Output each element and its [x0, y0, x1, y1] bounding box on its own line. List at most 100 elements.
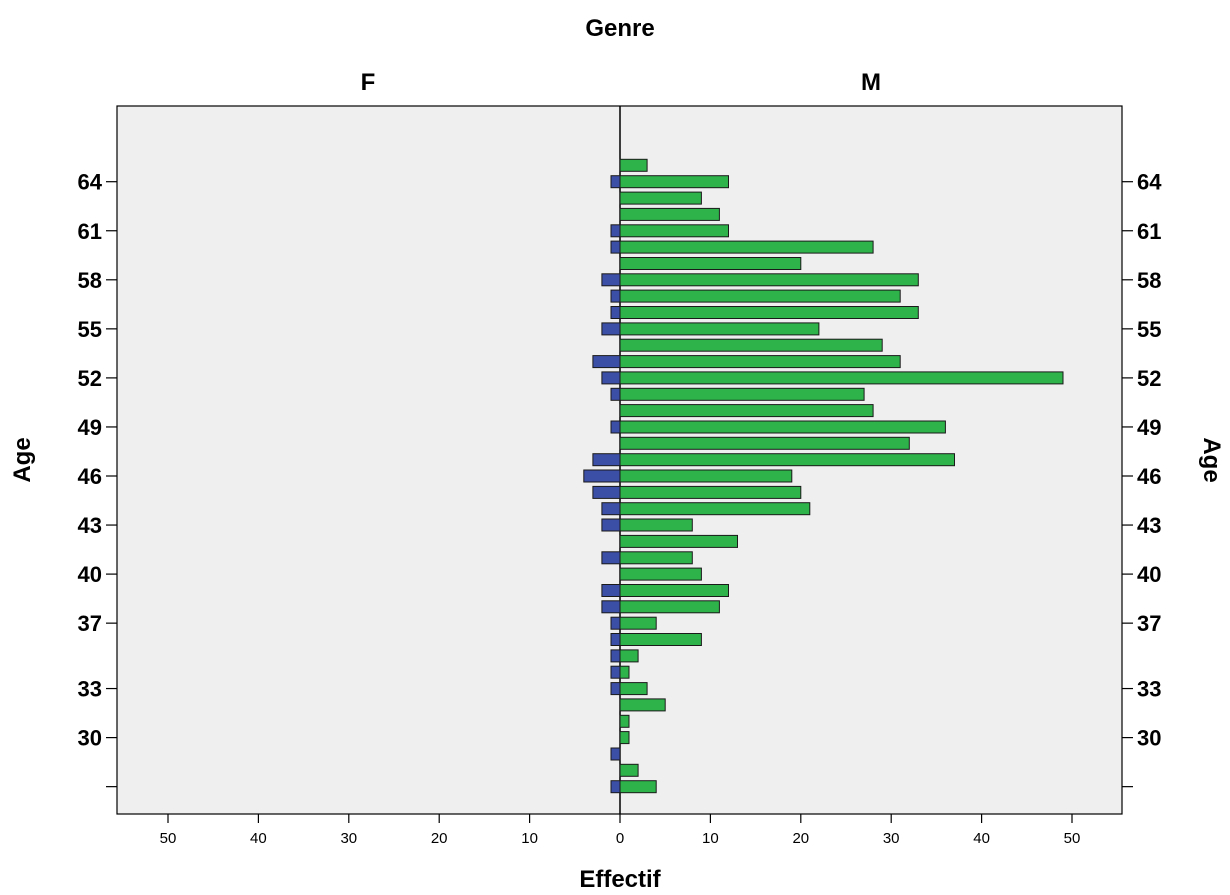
bar-male-age-64 — [619, 175, 729, 189]
bar-female-age-57 — [610, 289, 621, 303]
bar-male-age-45 — [619, 485, 802, 499]
bar-male-age-55 — [619, 322, 820, 336]
bar-male-age-43 — [619, 518, 693, 532]
bars-female — [583, 175, 621, 794]
bar-male-age-46 — [619, 469, 793, 483]
y-tick-label-left: 58 — [78, 268, 102, 293]
bar-male-age-52 — [619, 371, 1064, 385]
bar-male-age-60 — [619, 240, 874, 254]
y-axis-label-right: Age — [1198, 437, 1225, 482]
y-tick-label-left: 40 — [78, 562, 102, 587]
bar-female-age-43 — [601, 518, 621, 532]
bar-male-age-41 — [619, 551, 693, 565]
y-tick-label-left: 43 — [78, 513, 102, 538]
x-tick-label: 10 — [702, 830, 719, 847]
x-tick-label: 10 — [521, 830, 538, 847]
y-tick-label-right: 52 — [1137, 366, 1161, 391]
x-tick-label: 40 — [973, 830, 990, 847]
y-tick-label-right: 46 — [1137, 464, 1161, 489]
x-tick-label: 30 — [340, 830, 357, 847]
bar-male-age-51 — [619, 387, 865, 401]
y-tick-label-left: 49 — [78, 415, 102, 440]
bar-female-age-51 — [610, 387, 621, 401]
bar-female-age-41 — [601, 551, 621, 565]
bar-female-age-34 — [610, 665, 621, 679]
bar-female-age-36 — [610, 633, 621, 646]
bar-male-age-62 — [619, 207, 720, 221]
bar-female-age-49 — [610, 420, 621, 434]
bar-male-age-33 — [619, 682, 648, 696]
panel-label-female: F — [361, 69, 376, 96]
bar-male-age-65 — [619, 158, 648, 172]
y-axis-label-left: Age — [9, 437, 36, 482]
bar-male-age-63 — [619, 191, 702, 205]
bar-female-age-29 — [610, 747, 621, 761]
bar-male-age-36 — [619, 633, 702, 646]
bar-female-age-37 — [610, 616, 621, 630]
x-axis-label: Effectif — [579, 866, 661, 893]
bar-female-age-27 — [610, 780, 621, 794]
y-tick-label-right: 30 — [1137, 726, 1161, 751]
bar-female-age-35 — [610, 649, 621, 663]
x-tick-label: 40 — [250, 830, 267, 847]
x-tick-label: 20 — [431, 830, 448, 847]
y-tick-label-right: 61 — [1137, 219, 1161, 244]
y-tick-label-right: 40 — [1137, 562, 1161, 587]
y-tick-label-right: 33 — [1137, 677, 1161, 702]
bar-female-age-61 — [610, 224, 621, 238]
panel-label-male: M — [861, 69, 881, 96]
y-tick-label-left: 33 — [78, 677, 102, 702]
y-tick-label-left: 52 — [78, 366, 102, 391]
x-tick-label: 50 — [160, 830, 177, 847]
bar-female-age-64 — [610, 175, 621, 189]
bar-female-age-44 — [601, 502, 621, 516]
bar-male-age-28 — [619, 763, 639, 777]
bar-female-age-45 — [592, 485, 621, 499]
bar-female-age-47 — [592, 453, 621, 467]
bar-male-age-35 — [619, 649, 639, 663]
x-axis-ticks: 0 10 10 20 20 30 30 40 40 50 50 — [160, 814, 1080, 847]
bar-male-age-40 — [619, 567, 702, 581]
y-tick-label-right: 49 — [1137, 415, 1161, 440]
bar-male-age-59 — [619, 257, 802, 270]
bar-female-age-55 — [601, 322, 621, 336]
x-tick-label: 30 — [883, 830, 900, 847]
bar-male-age-42 — [619, 534, 738, 548]
bar-male-age-31 — [619, 714, 630, 728]
bar-female-age-58 — [601, 273, 621, 287]
y-tick-label-left: 61 — [78, 219, 102, 244]
y-tick-label-left: 46 — [78, 464, 102, 489]
y-tick-label-right: 64 — [1137, 170, 1162, 195]
bar-male-age-50 — [619, 404, 874, 418]
y-tick-label-right: 43 — [1137, 513, 1161, 538]
bar-male-age-37 — [619, 616, 657, 630]
chart-title: Genre — [585, 15, 654, 42]
x-tick-label: 0 — [616, 830, 624, 847]
bar-male-age-58 — [619, 273, 919, 287]
bar-female-age-39 — [601, 584, 621, 597]
bar-male-age-56 — [619, 306, 919, 319]
y-tick-label-right: 55 — [1137, 317, 1161, 342]
y-tick-label-left: 64 — [78, 170, 103, 195]
bar-male-age-44 — [619, 502, 811, 516]
bar-male-age-47 — [619, 453, 955, 467]
y-tick-label-left: 37 — [78, 611, 102, 636]
bar-female-age-46 — [583, 469, 621, 483]
y-tick-label-right: 37 — [1137, 611, 1161, 636]
bar-male-age-54 — [619, 338, 883, 352]
bar-male-age-61 — [619, 224, 729, 238]
bar-male-age-39 — [619, 584, 729, 597]
bar-male-age-49 — [619, 420, 946, 434]
bar-male-age-30 — [619, 731, 630, 745]
bar-male-age-57 — [619, 289, 901, 303]
bar-male-age-48 — [619, 436, 910, 450]
bar-female-age-33 — [610, 682, 621, 696]
y-tick-label-left: 30 — [78, 726, 102, 751]
bar-male-age-27 — [619, 780, 657, 794]
bar-male-age-38 — [619, 600, 720, 614]
bar-male-age-34 — [619, 665, 630, 679]
bar-female-age-52 — [601, 371, 621, 385]
bar-female-age-53 — [592, 355, 621, 369]
bar-female-age-38 — [601, 600, 621, 614]
